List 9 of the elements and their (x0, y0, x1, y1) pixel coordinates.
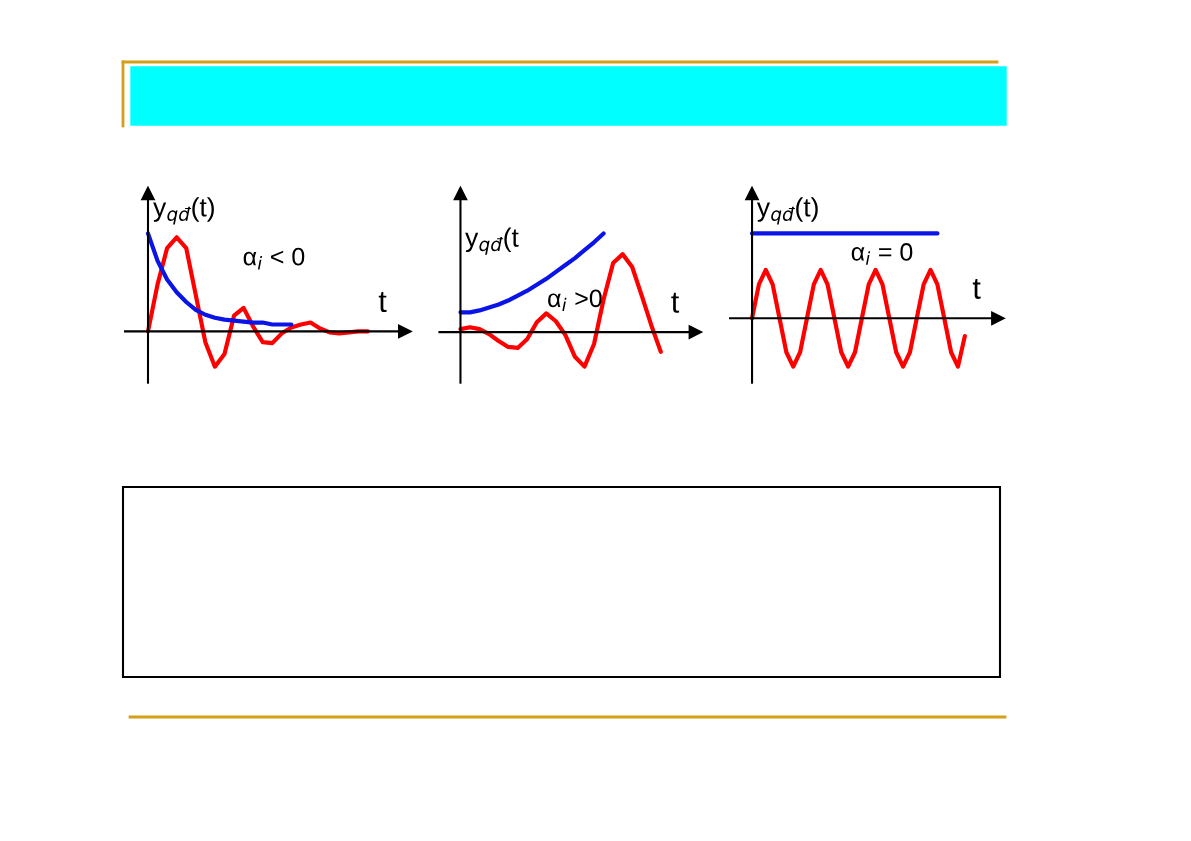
y-axis-title: y$_{qđ}$(t (465, 227, 519, 255)
annotation: α$_{i}$ = 0 (851, 243, 913, 265)
annotation: α$_{i}$ >0 (548, 289, 602, 312)
x-axis-title: t (671, 292, 680, 313)
x-axis-title: t (378, 292, 387, 313)
annotation: α$_{i}$ < 0 (243, 247, 305, 270)
x-axis-title: t (972, 278, 981, 299)
y-axis-title: y$_{qđ}$(t) (153, 197, 214, 225)
y-axis-title: y$_{qđ}$(t) (756, 197, 818, 225)
